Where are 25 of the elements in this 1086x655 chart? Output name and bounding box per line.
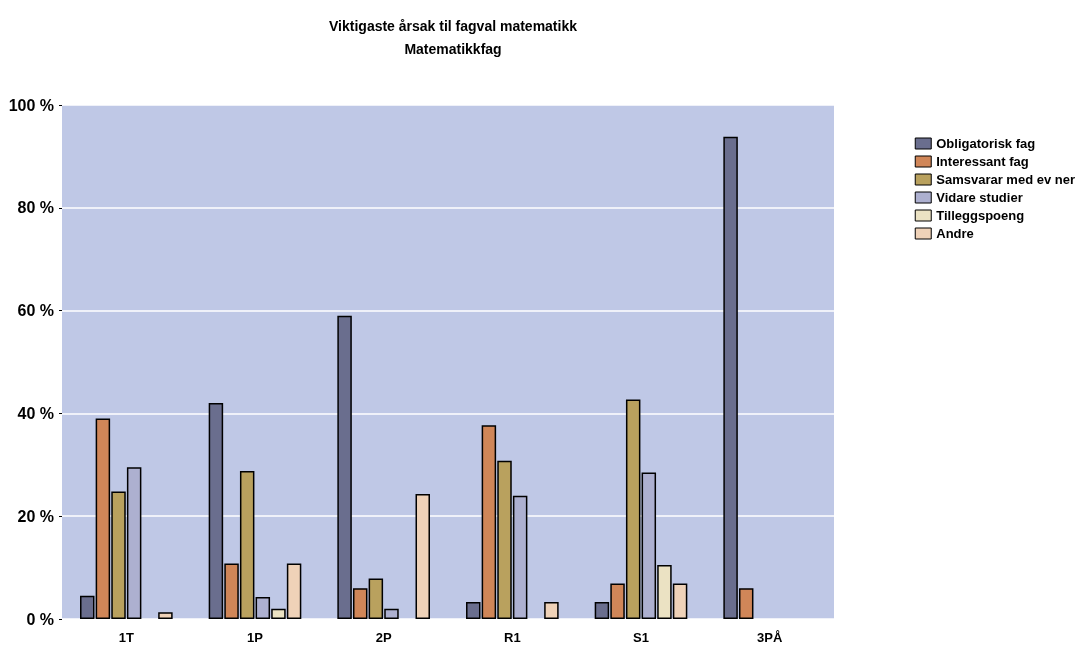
y-tick-label: 20 % — [17, 507, 54, 525]
legend-label: Vidare studier — [936, 190, 1023, 205]
legend-label: Andre — [936, 226, 974, 241]
y-tick-label: 0 % — [26, 610, 54, 628]
legend-label: Obligatorisk fag — [936, 136, 1036, 151]
legend-label: Samsvarar med ev ner — [936, 172, 1076, 187]
chart-title: Viktigaste årsak til fagval matematikk — [329, 18, 578, 34]
bar — [544, 602, 559, 619]
x-tick-label: 2P — [375, 630, 392, 645]
bar — [466, 602, 481, 619]
x-tick-label: 1P — [247, 630, 264, 645]
y-tick-label: 60 % — [17, 302, 54, 320]
y-tick-label: 80 % — [17, 199, 54, 217]
legend-label: Tilleggspoeng — [936, 208, 1025, 223]
x-tick-label: R1 — [504, 630, 521, 645]
x-tick-label: 3PÅ — [757, 630, 783, 645]
bar — [158, 612, 173, 619]
y-tick-label: 100 % — [8, 96, 54, 114]
legend-label: Interessant fag — [936, 154, 1029, 169]
bar — [80, 595, 95, 619]
bar — [415, 494, 430, 619]
y-tick-label: 40 % — [17, 404, 54, 422]
x-tick-label: S1 — [633, 630, 649, 645]
x-tick-label: 1T — [118, 630, 134, 645]
chart-subtitle: Matematikkfag — [404, 41, 502, 57]
